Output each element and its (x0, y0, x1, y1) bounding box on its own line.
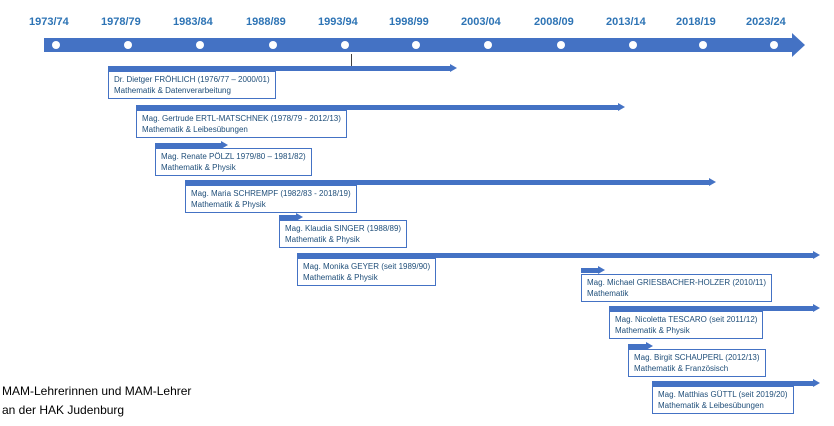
year-label: 2003/04 (461, 16, 501, 28)
tenure-arrow (609, 306, 813, 311)
teacher-label: Mag. Michael GRIESBACHER-HOLZER (2010/11… (581, 274, 773, 302)
teacher-subjects: Mathematik & Physik (615, 326, 690, 335)
teacher-subjects: Mathematik & Leibesübungen (658, 401, 764, 410)
year-label: 2023/24 (746, 16, 786, 28)
tenure-arrowhead (813, 304, 820, 312)
tenure-arrow (628, 344, 646, 349)
tenure-arrowhead (618, 103, 625, 111)
timeline-marker (484, 41, 492, 49)
tenure-arrowhead (709, 178, 716, 186)
tenure-arrowhead (646, 342, 653, 350)
timeline-marker (629, 41, 637, 49)
teacher-label: Mag. Monika GEYER (seit 1989/90) Mathema… (297, 258, 437, 286)
teacher-label: Mag. Gertrude ERTL-MATSCHNEK (1978/79 - … (136, 110, 347, 138)
teacher-subjects: Mathematik & Physik (285, 235, 360, 244)
teacher-name: Dr. Dietger FRÖHLICH (1976/77 – 2000/01) (114, 75, 270, 84)
teacher-name: Mag. Michael GRIESBACHER-HOLZER (2010/11… (587, 278, 767, 287)
tenure-arrow (136, 105, 618, 110)
caption-line: an der HAK Judenburg (2, 403, 125, 417)
tenure-arrow (652, 381, 813, 386)
teacher-label: Dr. Dietger FRÖHLICH (1976/77 – 2000/01)… (108, 71, 276, 99)
teacher-name: Mag. Birgit SCHAUPERL (2012/13) (634, 353, 760, 362)
year-label: 1983/84 (173, 16, 213, 28)
timeline-marker (124, 41, 132, 49)
year-label: 1978/79 (101, 16, 141, 28)
teacher-label: Mag. Nicoletta TESCARO (seit 2011/12) Ma… (609, 311, 764, 339)
teacher-name: Mag. Matthias GÜTTL (seit 2019/20) (658, 390, 788, 399)
teacher-subjects: Mathematik & Physik (161, 163, 236, 172)
teacher-label: Mag. Birgit SCHAUPERL (2012/13) Mathemat… (628, 349, 766, 377)
teacher-subjects: Mathematik & Physik (303, 273, 378, 282)
tenure-arrow (185, 180, 709, 185)
year-label: 1998/99 (389, 16, 429, 28)
timeline-marker (196, 41, 204, 49)
timeline-marker (699, 41, 707, 49)
year-label: 2008/09 (534, 16, 574, 28)
teacher-label: Mag. Maria SCHREMPF (1982/83 - 2018/19) … (185, 185, 357, 213)
tenure-arrowhead (221, 141, 228, 149)
timeline-marker (341, 41, 349, 49)
teacher-label: Mag. Matthias GÜTTL (seit 2019/20) Mathe… (652, 386, 794, 414)
teacher-subjects: Mathematik & Physik (191, 200, 266, 209)
teacher-subjects: Mathematik & Französisch (634, 364, 729, 373)
tenure-arrowhead (450, 64, 457, 72)
tenure-arrow (108, 66, 450, 71)
teacher-subjects: Mathematik (587, 289, 629, 298)
teacher-name: Mag. Monika GEYER (seit 1989/90) (303, 262, 431, 271)
year-label: 1993/94 (318, 16, 358, 28)
tenure-arrowhead (813, 251, 820, 259)
timeline-marker (412, 41, 420, 49)
teacher-name: Mag. Maria SCHREMPF (1982/83 - 2018/19) (191, 189, 351, 198)
teacher-name: Mag. Nicoletta TESCARO (seit 2011/12) (615, 315, 758, 324)
tenure-arrow (155, 143, 221, 148)
teacher-subjects: Mathematik & Datenverarbeitung (114, 86, 231, 95)
tenure-arrow (581, 268, 598, 273)
year-label: 1988/89 (246, 16, 286, 28)
year-label: 1973/74 (29, 16, 69, 28)
timeline-marker (770, 41, 778, 49)
diagram-caption: MAM-Lehrerinnen und MAM-Lehrer an der HA… (2, 382, 191, 420)
teacher-subjects: Mathematik & Leibesübungen (142, 125, 248, 134)
year-label: 2018/19 (676, 16, 716, 28)
teacher-name: Mag. Klaudia SINGER (1988/89) (285, 224, 402, 233)
teacher-label: Mag. Renate PÖLZL 1979/80 – 1981/82) Mat… (155, 148, 312, 176)
timeline-marker (52, 41, 60, 49)
tenure-arrowhead (296, 213, 303, 221)
tenure-arrow (279, 215, 296, 220)
timeline-marker (269, 41, 277, 49)
tenure-arrowhead (598, 266, 605, 274)
timeline-axis-arrowhead (792, 33, 805, 57)
teacher-label: Mag. Klaudia SINGER (1988/89) Mathematik… (279, 220, 408, 248)
year-label: 2013/14 (606, 16, 646, 28)
teacher-name: Mag. Renate PÖLZL 1979/80 – 1981/82) (161, 152, 306, 161)
tenure-arrowhead (813, 379, 820, 387)
axis-tick (351, 54, 352, 70)
teacher-name: Mag. Gertrude ERTL-MATSCHNEK (1978/79 - … (142, 114, 341, 123)
caption-line: MAM-Lehrerinnen und MAM-Lehrer (2, 384, 192, 398)
timeline-marker (557, 41, 565, 49)
tenure-arrow (297, 253, 813, 258)
